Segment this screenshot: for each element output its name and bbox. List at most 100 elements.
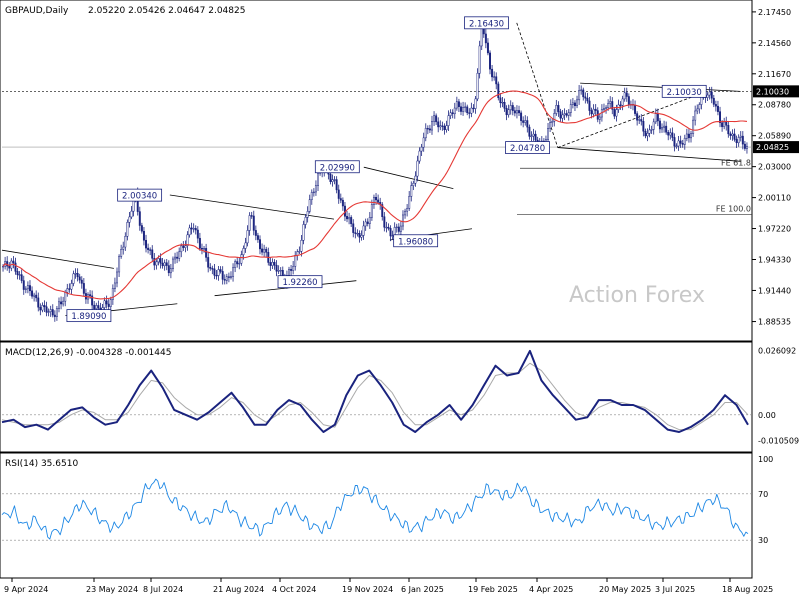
candle-body (335, 179, 338, 191)
moving-average-line (2, 90, 748, 300)
candle-body (70, 283, 73, 290)
candle-body (435, 115, 438, 123)
x-tick-label: 23 May 2024 (86, 585, 138, 594)
candle-body (138, 211, 141, 226)
candle-body (240, 254, 243, 264)
candle-body (437, 121, 440, 128)
candle-body (727, 125, 730, 135)
macd-y-tick-label: 0.026092 (758, 347, 796, 356)
candle-body (729, 133, 732, 136)
y-tick-label: 2.17450 (758, 8, 791, 17)
candle-body (273, 261, 276, 266)
candle-body (331, 179, 334, 182)
candle-body (109, 299, 112, 307)
candle-body (584, 96, 587, 99)
candle-body (113, 282, 116, 289)
candle-body (209, 267, 212, 269)
candle-body (404, 210, 407, 216)
candle-body (53, 314, 56, 317)
candle-body (43, 305, 46, 308)
candle-body (530, 135, 533, 138)
ohlc-readout: 2.05220 2.05426 2.04647 2.04825 (88, 6, 245, 16)
candle-body (586, 97, 589, 102)
candle-body (346, 216, 349, 220)
x-tick-label: 6 Jan 2025 (401, 585, 444, 594)
price-annotation-box (464, 16, 509, 30)
candle-body (681, 143, 684, 145)
candle-body (493, 76, 496, 78)
candle-body (588, 100, 591, 111)
candle-body (49, 309, 52, 312)
candle-body (180, 245, 183, 253)
candle-body (275, 264, 278, 272)
candle-body (341, 199, 344, 207)
candle-body (489, 52, 491, 70)
candle-body (74, 273, 77, 275)
candle-body (171, 258, 174, 269)
candle-body (310, 192, 313, 200)
candle-body (370, 204, 373, 218)
candle-body (418, 150, 421, 162)
candle-body (408, 196, 411, 209)
candle-body (375, 196, 378, 201)
price-annotation-label: 2.00340 (122, 192, 157, 202)
candle-body (182, 245, 185, 248)
candle-body (186, 234, 189, 247)
macd-line (1, 349, 749, 433)
candle-body (60, 301, 63, 305)
candle-body (120, 249, 123, 257)
candle-body (625, 92, 628, 97)
candle-body (582, 89, 585, 98)
candle-body (598, 116, 601, 120)
candle-body (609, 101, 612, 104)
candle-body (723, 121, 726, 127)
candle-body (238, 262, 241, 265)
candle-body (142, 230, 145, 241)
candle-body (250, 215, 253, 217)
candle-body (491, 68, 494, 78)
candle-body (128, 216, 131, 223)
candle-body (24, 288, 27, 290)
candle-body (667, 132, 670, 136)
candle-body (221, 271, 224, 280)
price-annotation-box (505, 141, 550, 154)
candle-body (603, 108, 605, 110)
candle-body (163, 262, 166, 267)
candle-body (8, 265, 11, 269)
candle-body (111, 288, 114, 300)
candle-body (64, 292, 67, 302)
candle-body (580, 89, 583, 91)
candle-body (401, 214, 404, 227)
candle-body (217, 269, 220, 276)
candle-body (644, 130, 647, 137)
candle-body (719, 111, 722, 123)
candle-body (395, 226, 398, 229)
candle-body (196, 229, 199, 239)
price-annotation-label: 2.10030 (667, 88, 702, 98)
candle-body (47, 311, 50, 313)
candle-body (2, 265, 5, 268)
watermark: Action Forex (569, 283, 705, 308)
candle-body (155, 261, 158, 266)
candle-body (188, 227, 191, 236)
y-tick-label: 2.08780 (758, 101, 791, 110)
candle-body (244, 242, 247, 249)
candle-body (482, 28, 485, 35)
candle-body (279, 270, 282, 272)
candle-body (420, 146, 423, 152)
price-annotation-box (277, 275, 323, 289)
candle-body (569, 104, 572, 113)
candle-body (551, 121, 554, 123)
candle-body (105, 300, 108, 305)
candle-body (431, 120, 433, 131)
candle-body (277, 270, 280, 272)
candle-body (441, 125, 444, 127)
trend-line (580, 82, 741, 92)
price-annotation-label: 1.96080 (398, 237, 433, 247)
candle-body (190, 227, 193, 230)
candle-body (329, 173, 332, 182)
candle-body (636, 113, 639, 121)
candle-body (397, 226, 400, 232)
candle-body (406, 208, 409, 212)
candle-body (505, 108, 508, 116)
